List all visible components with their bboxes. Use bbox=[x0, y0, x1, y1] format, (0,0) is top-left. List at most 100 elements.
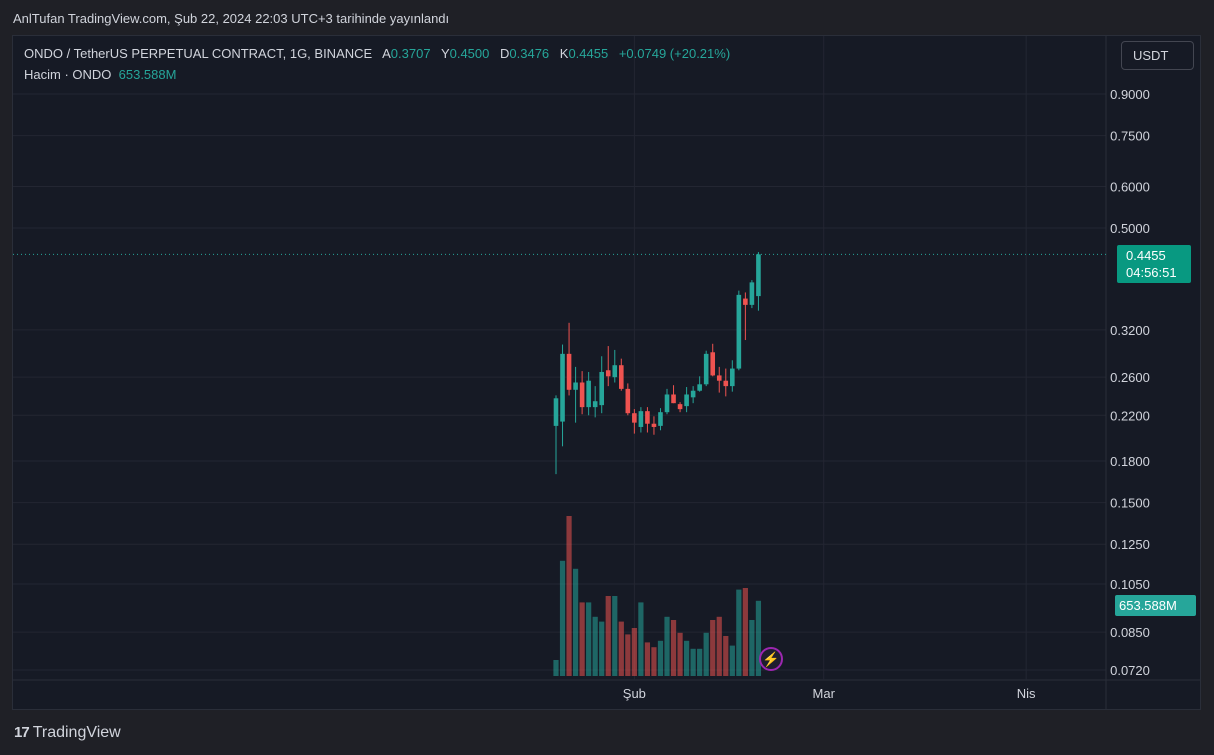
currency-button[interactable]: USDT bbox=[1121, 41, 1194, 70]
candle-body bbox=[677, 404, 683, 410]
candle[interactable] bbox=[703, 350, 709, 387]
volume-bar bbox=[664, 616, 670, 676]
candle[interactable] bbox=[625, 383, 631, 416]
volume-bar bbox=[631, 628, 637, 676]
symbol-legend: ONDO / TetherUS PERPETUAL CONTRACT, 1G, … bbox=[24, 46, 730, 61]
candle[interactable] bbox=[749, 280, 755, 309]
volume-bar bbox=[592, 616, 598, 676]
candle[interactable] bbox=[592, 386, 598, 418]
candle-body bbox=[638, 411, 644, 427]
candle[interactable] bbox=[756, 252, 761, 311]
volume-bar bbox=[703, 632, 709, 676]
candle[interactable] bbox=[612, 349, 618, 383]
y-tick-label: 0.3200 bbox=[1110, 323, 1150, 338]
candle[interactable] bbox=[586, 371, 591, 416]
volume-bar bbox=[651, 647, 657, 676]
volume-bar bbox=[742, 588, 748, 676]
volume-bar bbox=[579, 602, 585, 676]
candle[interactable] bbox=[553, 395, 559, 475]
candle-body bbox=[566, 353, 572, 390]
candle[interactable] bbox=[664, 388, 670, 415]
close-value: 0.4455 bbox=[568, 46, 609, 61]
x-tick-label: Şub bbox=[623, 686, 646, 701]
volume-legend: Hacim · ONDO 653.588M bbox=[24, 67, 176, 82]
low-value: 0.3476 bbox=[509, 46, 550, 61]
volume-bar bbox=[559, 560, 566, 676]
candle[interactable] bbox=[710, 343, 716, 377]
candle[interactable] bbox=[579, 371, 585, 415]
volume-value: 653.588M bbox=[118, 67, 177, 82]
high-label: Y bbox=[440, 46, 450, 61]
volume-bar bbox=[670, 620, 677, 676]
candle-body bbox=[579, 382, 585, 408]
y-tick-label: 0.1250 bbox=[1110, 537, 1150, 552]
tradingview-logo-icon: 17 bbox=[14, 724, 30, 741]
candle-body bbox=[605, 370, 611, 377]
candle[interactable] bbox=[560, 344, 565, 447]
y-tick-label: 0.5000 bbox=[1110, 221, 1150, 236]
volume-badge: 653.588M bbox=[1115, 595, 1196, 616]
volume-bar bbox=[586, 602, 592, 676]
footer-brand[interactable]: 17 TradingView bbox=[14, 724, 121, 742]
candle-body bbox=[723, 380, 729, 387]
y-tick-label: 0.2200 bbox=[1110, 408, 1150, 423]
candle-body bbox=[658, 412, 663, 426]
volume-bar bbox=[572, 568, 579, 676]
time-axis: Şub Mar Nis bbox=[623, 686, 1036, 701]
volume-bar bbox=[716, 616, 722, 676]
price-chart[interactable]: 0.9000 0.7500 0.6000 0.5000 0.3200 0.2600 0.22… bbox=[13, 36, 1200, 709]
candle[interactable] bbox=[677, 402, 683, 413]
y-tick-label: 0.7500 bbox=[1110, 129, 1150, 144]
candle[interactable] bbox=[716, 366, 722, 393]
volume-bars bbox=[553, 516, 762, 676]
candle[interactable] bbox=[566, 322, 572, 396]
close-label: K bbox=[559, 46, 569, 61]
bar-countdown: 04:56:51 bbox=[1126, 265, 1177, 280]
volume-bar bbox=[684, 640, 690, 676]
candle-body bbox=[697, 384, 702, 391]
publish-info: AnlTufan TradingView.com, Şub 22, 2024 2… bbox=[13, 11, 450, 26]
candle[interactable] bbox=[638, 407, 644, 433]
candle-body bbox=[560, 353, 565, 422]
candle[interactable] bbox=[605, 346, 611, 387]
volume-bar bbox=[612, 596, 618, 676]
volume-bar bbox=[566, 516, 572, 676]
volume-bar bbox=[710, 620, 716, 676]
open-label: A bbox=[382, 46, 391, 61]
volume-bar bbox=[657, 640, 664, 676]
candle[interactable] bbox=[632, 409, 637, 434]
candle[interactable] bbox=[723, 368, 729, 397]
lightning-bolt-icon[interactable]: ⚡ bbox=[759, 647, 783, 671]
candle[interactable] bbox=[645, 407, 650, 433]
candle[interactable] bbox=[697, 376, 702, 392]
x-tick-label: Mar bbox=[813, 686, 836, 701]
candle[interactable] bbox=[658, 408, 663, 431]
candle-body bbox=[573, 382, 578, 390]
candle[interactable] bbox=[736, 290, 742, 371]
candle[interactable] bbox=[671, 385, 676, 404]
x-tick-label: Nis bbox=[1017, 686, 1036, 701]
candle[interactable] bbox=[619, 358, 624, 391]
candle-body bbox=[736, 294, 742, 369]
candle[interactable] bbox=[743, 292, 748, 341]
volume-bar bbox=[697, 648, 703, 676]
volume-bar bbox=[677, 632, 683, 676]
candle[interactable] bbox=[690, 386, 696, 404]
candle-body bbox=[651, 423, 657, 427]
candle[interactable] bbox=[730, 360, 735, 392]
last-price-value: 0.4455 bbox=[1126, 248, 1166, 263]
open-value: 0.3707 bbox=[390, 46, 431, 61]
candle-body bbox=[756, 254, 761, 297]
candle[interactable] bbox=[684, 387, 689, 413]
volume-bar bbox=[553, 660, 559, 676]
candle[interactable] bbox=[651, 416, 657, 435]
chart-frame[interactable]: 0.9000 0.7500 0.6000 0.5000 0.3200 0.2600 0.22… bbox=[12, 35, 1201, 710]
candle[interactable] bbox=[599, 356, 605, 414]
volume-bar bbox=[644, 642, 651, 676]
y-tick-label: 0.2600 bbox=[1110, 370, 1150, 385]
last-price-badge: 0.4455 04:56:51 bbox=[1117, 245, 1191, 283]
candle[interactable] bbox=[573, 366, 578, 423]
candle-body bbox=[664, 394, 670, 413]
volume-bar bbox=[638, 602, 644, 676]
candle-body bbox=[716, 375, 722, 381]
